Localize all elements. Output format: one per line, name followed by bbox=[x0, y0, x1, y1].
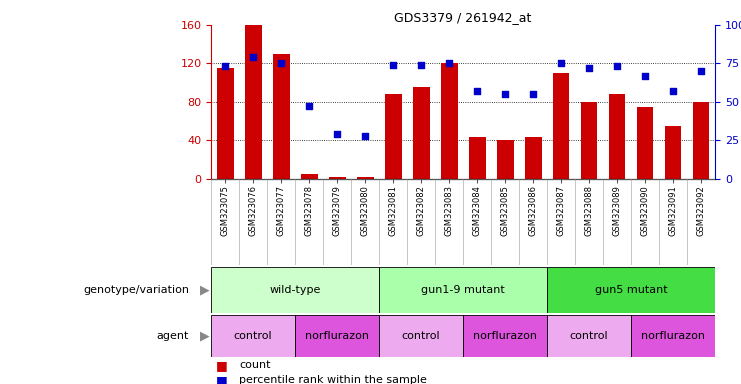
Point bbox=[639, 73, 651, 79]
Point bbox=[583, 65, 595, 71]
Text: GSM323091: GSM323091 bbox=[668, 185, 677, 236]
Text: GSM323076: GSM323076 bbox=[249, 185, 258, 237]
Text: GSM323080: GSM323080 bbox=[361, 185, 370, 236]
Bar bbox=[441, 63, 457, 179]
Text: GSM323082: GSM323082 bbox=[416, 185, 425, 236]
Text: GSM323083: GSM323083 bbox=[445, 185, 453, 237]
Point bbox=[695, 68, 707, 74]
Text: GSM323077: GSM323077 bbox=[276, 185, 286, 237]
Point bbox=[247, 54, 259, 60]
Text: wild-type: wild-type bbox=[270, 285, 321, 295]
Bar bbox=[608, 94, 625, 179]
Text: gun5 mutant: gun5 mutant bbox=[595, 285, 668, 295]
Title: GDS3379 / 261942_at: GDS3379 / 261942_at bbox=[394, 11, 532, 24]
Bar bbox=[413, 88, 430, 179]
Bar bbox=[469, 137, 485, 179]
Text: percentile rank within the sample: percentile rank within the sample bbox=[239, 375, 427, 384]
Point bbox=[275, 60, 287, 66]
Text: ▶: ▶ bbox=[200, 283, 210, 296]
Point bbox=[219, 63, 231, 70]
Bar bbox=[463, 315, 547, 357]
Text: GSM323079: GSM323079 bbox=[333, 185, 342, 236]
Text: control: control bbox=[570, 331, 608, 341]
Text: GSM323086: GSM323086 bbox=[528, 185, 538, 237]
Bar bbox=[379, 315, 463, 357]
Point bbox=[303, 103, 315, 109]
Point bbox=[359, 132, 371, 139]
Point bbox=[667, 88, 679, 94]
Point bbox=[443, 60, 455, 66]
Bar bbox=[525, 137, 542, 179]
Bar bbox=[273, 54, 290, 179]
Bar bbox=[385, 94, 402, 179]
Text: ■: ■ bbox=[216, 359, 228, 372]
Bar bbox=[547, 315, 631, 357]
Text: ■: ■ bbox=[216, 374, 228, 384]
Bar bbox=[637, 107, 654, 179]
Bar bbox=[547, 267, 715, 313]
Bar bbox=[693, 102, 709, 179]
Point bbox=[527, 91, 539, 97]
Bar bbox=[211, 267, 379, 313]
Text: agent: agent bbox=[156, 331, 189, 341]
Bar bbox=[356, 177, 373, 179]
Point bbox=[415, 62, 427, 68]
Text: GSM323078: GSM323078 bbox=[305, 185, 313, 237]
Point bbox=[331, 131, 343, 137]
Text: control: control bbox=[234, 331, 273, 341]
Text: norflurazon: norflurazon bbox=[641, 331, 705, 341]
Text: GSM323092: GSM323092 bbox=[697, 185, 705, 236]
Point bbox=[611, 63, 623, 70]
Point bbox=[555, 60, 567, 66]
Bar bbox=[665, 126, 682, 179]
Text: GSM323088: GSM323088 bbox=[585, 185, 594, 237]
Bar bbox=[496, 140, 514, 179]
Text: GSM323087: GSM323087 bbox=[556, 185, 565, 237]
Text: GSM323081: GSM323081 bbox=[388, 185, 398, 236]
Text: GSM323075: GSM323075 bbox=[221, 185, 230, 236]
Text: genotype/variation: genotype/variation bbox=[83, 285, 189, 295]
Bar bbox=[295, 315, 379, 357]
Text: count: count bbox=[239, 360, 270, 370]
Text: control: control bbox=[402, 331, 440, 341]
Bar bbox=[217, 68, 233, 179]
Text: GSM323090: GSM323090 bbox=[640, 185, 650, 236]
Bar bbox=[245, 25, 262, 179]
Text: ▶: ▶ bbox=[200, 329, 210, 343]
Point bbox=[471, 88, 483, 94]
Text: gun1-9 mutant: gun1-9 mutant bbox=[421, 285, 505, 295]
Bar bbox=[631, 315, 715, 357]
Text: GSM323085: GSM323085 bbox=[501, 185, 510, 236]
Point bbox=[388, 62, 399, 68]
Text: norflurazon: norflurazon bbox=[473, 331, 537, 341]
Bar bbox=[581, 102, 597, 179]
Text: norflurazon: norflurazon bbox=[305, 331, 369, 341]
Bar bbox=[379, 267, 547, 313]
Point bbox=[499, 91, 511, 97]
Text: GSM323089: GSM323089 bbox=[613, 185, 622, 236]
Bar bbox=[211, 315, 295, 357]
Bar bbox=[553, 73, 570, 179]
Bar bbox=[329, 177, 345, 179]
Bar bbox=[301, 174, 318, 179]
Text: GSM323084: GSM323084 bbox=[473, 185, 482, 236]
